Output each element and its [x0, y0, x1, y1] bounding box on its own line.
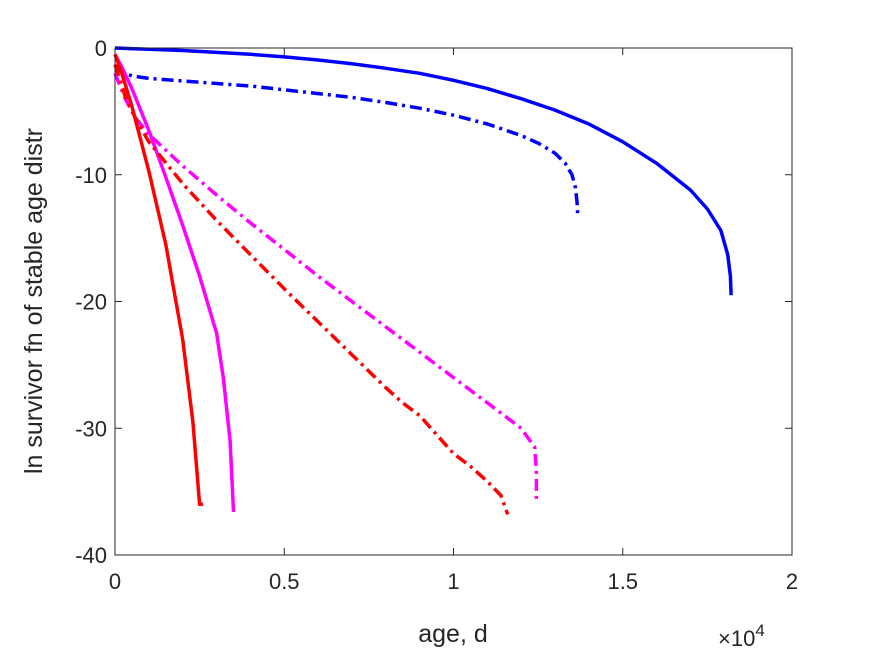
y-axis-title: ln survivor fn of stable age distr — [20, 128, 48, 474]
x-tick-label: 1.5 — [607, 569, 638, 594]
y-tick-label: 0 — [95, 36, 107, 61]
series-line-3 — [113, 53, 236, 512]
y-tick-label: -40 — [75, 543, 107, 568]
plot-area — [115, 48, 792, 555]
x-tick-label: 0 — [109, 569, 121, 594]
x-tick-label: 2 — [786, 569, 798, 594]
x-tick-label: 1 — [447, 569, 459, 594]
x-axis: 0 0.5 1 1.5 2 — [109, 48, 798, 594]
x-axis-title: age, d — [418, 620, 488, 648]
y-tick-label: -20 — [75, 290, 107, 315]
series-line-2 — [113, 64, 580, 216]
x-axis-exponent-power: 4 — [755, 621, 764, 640]
series-line-1 — [114, 46, 733, 296]
series-line-5 — [113, 53, 203, 507]
series-layer — [113, 46, 733, 515]
y-tick-label: -10 — [75, 163, 107, 188]
y-axis: 0 -10 -20 -30 -40 — [75, 36, 792, 568]
y-tick-label: -30 — [75, 416, 107, 441]
x-axis-exponent-base: ×10 — [718, 626, 755, 651]
series-line-6 — [113, 63, 510, 515]
x-axis-exponent: ×104 — [718, 621, 765, 651]
x-tick-label: 0.5 — [269, 569, 300, 594]
